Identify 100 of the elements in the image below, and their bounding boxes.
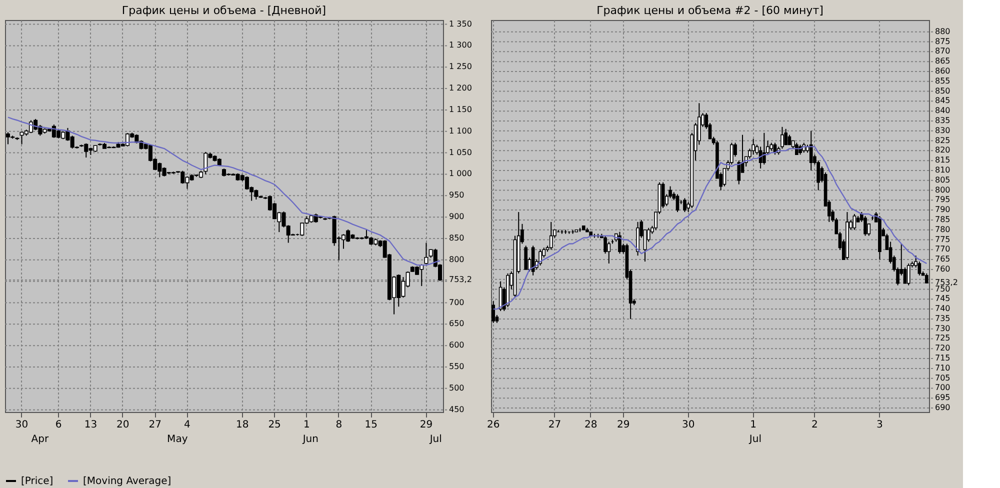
candlestick <box>661 182 665 209</box>
y-tick-label: 740 <box>935 304 950 314</box>
y-tick-label: 805 <box>935 175 950 184</box>
y-tick-label: 550 <box>449 362 464 372</box>
y-tick-label: 820 <box>935 146 950 155</box>
candlestick <box>683 198 686 213</box>
chart-title: График цены и объема - [Дневной] <box>122 4 326 17</box>
y-tick-label: 850 <box>935 86 950 96</box>
x-tick-label: 1 <box>304 420 310 430</box>
x-tick-label: 18 <box>236 420 249 430</box>
y-tick-label: 800 <box>449 254 464 264</box>
y-tick-label: 790 <box>935 205 950 214</box>
candlestick <box>549 221 553 250</box>
text: Apr <box>31 434 50 445</box>
y-tick-label: 1 100 <box>449 126 472 136</box>
y-tick-label: 950 <box>449 190 464 200</box>
y-tick-label: 1 200 <box>449 84 472 93</box>
y-tick-label: 880 <box>935 26 950 36</box>
y-tick-label: 753,2 <box>449 274 472 284</box>
x-tick-label: 20 <box>116 420 130 430</box>
candlestick <box>906 263 910 286</box>
legend-label: [Moving Average] <box>83 476 172 487</box>
y-tick-label: 1 050 <box>449 148 472 157</box>
y-tick-label: 1 350 <box>449 19 472 28</box>
y-tick-label: 1 250 <box>449 62 472 72</box>
y-tick-label: 715 <box>935 354 950 363</box>
x-tick-label: 25 <box>268 420 281 430</box>
candlestick <box>676 194 680 213</box>
y-tick-label: 795 <box>935 195 950 204</box>
y-tick-label: 800 <box>935 185 950 194</box>
x-tick-label: 29 <box>420 420 433 430</box>
candlestick <box>809 130 813 171</box>
y-tick-label: 1 000 <box>449 169 472 178</box>
y-tick-label: 735 <box>935 314 950 323</box>
y-tick-label: 900 <box>449 212 464 222</box>
y-tick-label: 870 <box>935 46 950 56</box>
y-tick-label: 875 <box>935 36 950 46</box>
x-tick-label: 15 <box>364 420 378 430</box>
y-tick-label: 845 <box>935 96 950 106</box>
candlestick <box>784 128 788 146</box>
x-tick-label: 13 <box>84 420 98 430</box>
y-tick-label: 695 <box>935 393 950 402</box>
y-tick-label: 750 <box>935 284 950 294</box>
y-tick-label: 720 <box>935 344 950 353</box>
x-tick-label: 27 <box>148 420 162 430</box>
y-tick-label: 825 <box>935 136 950 145</box>
y-tick-label: 725 <box>935 334 950 343</box>
x-tick-label: 26 <box>486 420 500 430</box>
chart-title: График цены и объема #2 - [60 минут] <box>596 4 824 17</box>
y-tick-label: 700 <box>935 383 950 392</box>
candlestick <box>924 272 928 284</box>
y-tick-label: 815 <box>935 156 950 165</box>
candlestick <box>864 216 867 236</box>
text: Jun <box>302 434 318 445</box>
x-tick-label: 27 <box>548 420 562 430</box>
y-tick-label: 830 <box>935 126 950 135</box>
y-tick-label: 855 <box>935 76 950 86</box>
y-tick-label: 753,2 <box>935 278 958 287</box>
x-tick-label: 2 <box>812 420 818 430</box>
y-tick-label: 785 <box>935 214 950 224</box>
y-tick-label: 500 <box>449 383 464 392</box>
candlestick <box>424 242 428 265</box>
text: Jul <box>748 434 762 445</box>
candlestick <box>852 214 856 230</box>
y-tick-label: 760 <box>935 264 950 274</box>
candlestick <box>788 134 792 146</box>
x-tick-label: 29 <box>616 420 630 430</box>
text: May <box>167 434 188 445</box>
y-tick-label: 745 <box>935 294 950 304</box>
y-tick-label: 865 <box>935 56 950 66</box>
candlestick <box>492 300 496 324</box>
candlestick <box>538 249 542 266</box>
x-tick-label: 28 <box>584 420 598 430</box>
y-tick-label: 850 <box>449 233 464 242</box>
y-tick-label: 450 <box>449 404 464 414</box>
candlestick <box>737 160 741 185</box>
x-tick-label: 1 <box>750 420 757 430</box>
candlestick <box>524 245 528 270</box>
y-tick-label: 730 <box>935 324 950 333</box>
candlestick <box>607 241 611 264</box>
y-tick-label: 860 <box>935 66 950 76</box>
y-tick-label: 700 <box>449 298 464 307</box>
y-tick-label: 765 <box>935 254 950 264</box>
y-tick-label: 1 300 <box>449 40 472 50</box>
y-tick-label: 775 <box>935 234 950 244</box>
y-tick-label: 600 <box>449 340 464 350</box>
y-tick-label: 650 <box>449 319 464 328</box>
y-tick-label: 705 <box>935 373 950 382</box>
y-tick-label: 770 <box>935 244 950 254</box>
candlestick <box>204 151 208 175</box>
candlestick <box>300 222 304 236</box>
y-tick-label: 710 <box>935 363 950 372</box>
candlestick <box>762 132 766 166</box>
candlestick <box>618 231 622 254</box>
y-tick-label: 1 150 <box>449 104 472 114</box>
y-tick-label: 835 <box>935 116 950 125</box>
legend-label: [Price] <box>21 476 54 487</box>
x-tick-label: 4 <box>184 420 190 430</box>
y-tick-label: 780 <box>935 224 950 234</box>
x-tick-label: 8 <box>336 420 342 430</box>
